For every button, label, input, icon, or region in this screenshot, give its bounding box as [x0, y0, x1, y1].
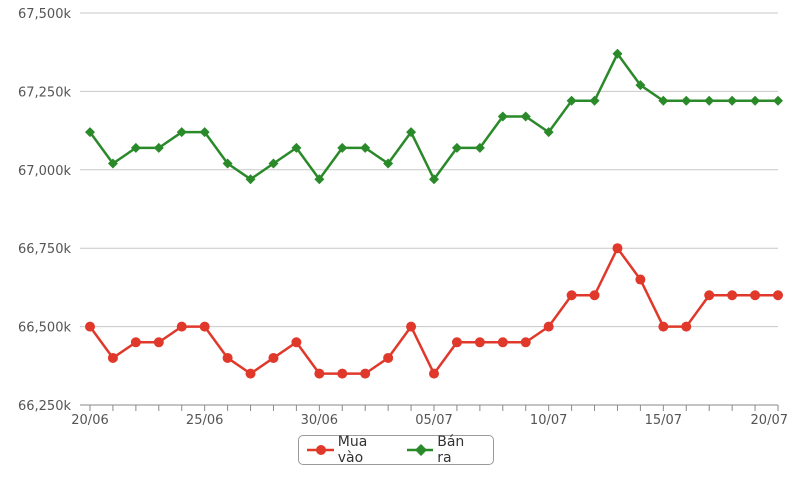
data-point[interactable]	[314, 368, 325, 379]
y-tick-label: 66,250k	[18, 399, 71, 414]
data-point[interactable]	[291, 142, 302, 153]
data-point[interactable]	[543, 127, 554, 138]
data-point[interactable]	[429, 368, 439, 379]
data-point[interactable]	[406, 127, 417, 138]
data-point[interactable]	[337, 142, 348, 153]
data-point[interactable]	[497, 337, 508, 348]
x-tick-label: 05/07	[415, 413, 452, 428]
data-point[interactable]	[199, 321, 210, 332]
data-point[interactable]	[268, 158, 279, 169]
data-point[interactable]	[314, 174, 325, 185]
y-tick-label: 67,500k	[18, 7, 71, 22]
data-point[interactable]	[750, 290, 761, 301]
data-point[interactable]	[199, 127, 210, 138]
data-point[interactable]	[268, 352, 279, 363]
data-point[interactable]	[589, 290, 600, 301]
data-point[interactable]	[773, 290, 783, 301]
data-point[interactable]	[337, 368, 348, 379]
data-point[interactable]	[429, 174, 439, 185]
data-point[interactable]	[406, 321, 417, 332]
legend-sell-label: Bán ra	[437, 434, 465, 466]
data-point[interactable]	[520, 337, 531, 348]
data-point[interactable]	[245, 368, 256, 379]
data-point[interactable]	[750, 95, 761, 106]
data-point[interactable]	[658, 321, 669, 332]
data-point[interactable]	[474, 142, 485, 153]
data-point[interactable]	[773, 95, 783, 106]
data-point[interactable]	[176, 127, 187, 138]
x-tick-label: 15/07	[645, 413, 682, 428]
data-point[interactable]	[635, 80, 646, 91]
data-point[interactable]	[383, 352, 394, 363]
data-point[interactable]	[360, 368, 371, 379]
series-line-1	[88, 52, 778, 181]
data-point[interactable]	[589, 95, 600, 106]
data-point[interactable]	[520, 111, 531, 122]
data-point[interactable]	[222, 158, 233, 169]
data-point[interactable]	[360, 142, 371, 153]
legend-item-sell[interactable]: Bán ra	[406, 434, 482, 466]
data-point[interactable]	[291, 337, 302, 348]
y-tick-label: 67,250k	[18, 85, 71, 100]
data-point[interactable]	[176, 321, 187, 332]
legend-item-buy[interactable]: Mua vào	[307, 434, 395, 466]
data-point[interactable]	[727, 290, 738, 301]
data-point[interactable]	[704, 95, 715, 106]
data-point[interactable]	[612, 48, 623, 59]
data-point[interactable]	[222, 352, 233, 363]
legend: Mua vào Bán ra	[298, 434, 494, 466]
data-point[interactable]	[153, 337, 164, 348]
y-tick-label: 67,000k	[18, 164, 71, 179]
legend-buy-marker-icon	[307, 445, 334, 455]
data-point[interactable]	[153, 142, 164, 153]
legend-buy-label: Mua vào	[337, 434, 368, 466]
data-point[interactable]	[704, 290, 715, 301]
x-axis: 20/06 25/06 30/06 05/07 10/07 15/07 20/07	[71, 404, 788, 428]
series-layer	[85, 48, 783, 379]
data-point[interactable]	[566, 95, 577, 106]
y-tick-label: 66,750k	[18, 242, 71, 257]
data-point[interactable]	[727, 95, 738, 106]
data-point[interactable]	[612, 243, 623, 254]
y-axis-ticks: 66,250k 66,500k 66,750k 67,000k 67,250k 67,50…	[18, 7, 71, 414]
data-point[interactable]	[85, 127, 95, 138]
data-point[interactable]	[566, 290, 577, 301]
data-point[interactable]	[130, 337, 141, 348]
data-point[interactable]	[474, 337, 485, 348]
data-point[interactable]	[451, 142, 462, 153]
data-point[interactable]	[635, 274, 646, 285]
data-point[interactable]	[497, 111, 508, 122]
series-1	[85, 48, 783, 185]
data-point[interactable]	[107, 352, 118, 363]
x-tick-label: 10/07	[530, 413, 567, 428]
data-point[interactable]	[383, 158, 394, 169]
x-tick-label: 30/06	[301, 413, 338, 428]
data-point[interactable]	[245, 174, 256, 185]
x-tick-label: 20/07	[751, 413, 788, 428]
data-point[interactable]	[543, 321, 554, 332]
data-point[interactable]	[130, 142, 141, 153]
data-point[interactable]	[681, 321, 692, 332]
x-tick-label: 20/06	[71, 413, 108, 428]
x-tick-label: 25/06	[186, 413, 223, 428]
data-point[interactable]	[451, 337, 462, 348]
y-tick-label: 66,500k	[18, 321, 71, 336]
data-point[interactable]	[107, 158, 118, 169]
data-point[interactable]	[85, 321, 95, 332]
legend-sell-marker-icon	[406, 444, 434, 456]
data-point[interactable]	[658, 95, 669, 106]
series-0	[85, 243, 783, 379]
series-line-0	[88, 246, 778, 375]
data-point[interactable]	[681, 95, 692, 106]
